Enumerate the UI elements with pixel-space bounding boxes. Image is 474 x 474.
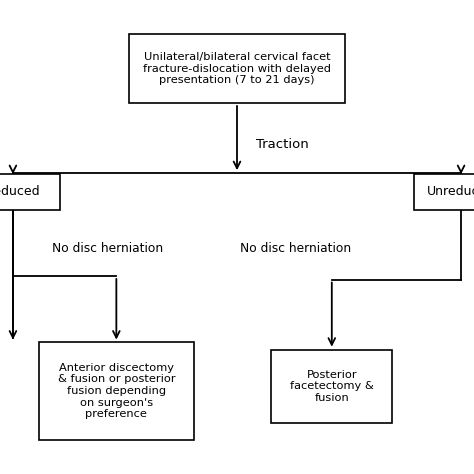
Text: Traction: Traction [256, 138, 309, 151]
FancyBboxPatch shape [129, 35, 345, 103]
Text: Anterior discectomy
& fusion or posterior
fusion depending
on surgeon's
preferen: Anterior discectomy & fusion or posterio… [57, 363, 175, 419]
FancyBboxPatch shape [0, 174, 60, 210]
Text: Posterior
facetectomy &
fusion: Posterior facetectomy & fusion [290, 370, 374, 403]
Text: No disc herniation: No disc herniation [52, 242, 163, 255]
Text: Unilateral/bilateral cervical facet
fracture-dislocation with delayed
presentati: Unilateral/bilateral cervical facet frac… [143, 52, 331, 85]
FancyBboxPatch shape [414, 174, 474, 210]
FancyBboxPatch shape [39, 342, 194, 440]
Text: Reduced: Reduced [0, 185, 40, 199]
FancyBboxPatch shape [272, 350, 392, 423]
Text: Unreduced: Unreduced [427, 185, 474, 199]
Text: No disc herniation: No disc herniation [240, 242, 351, 255]
